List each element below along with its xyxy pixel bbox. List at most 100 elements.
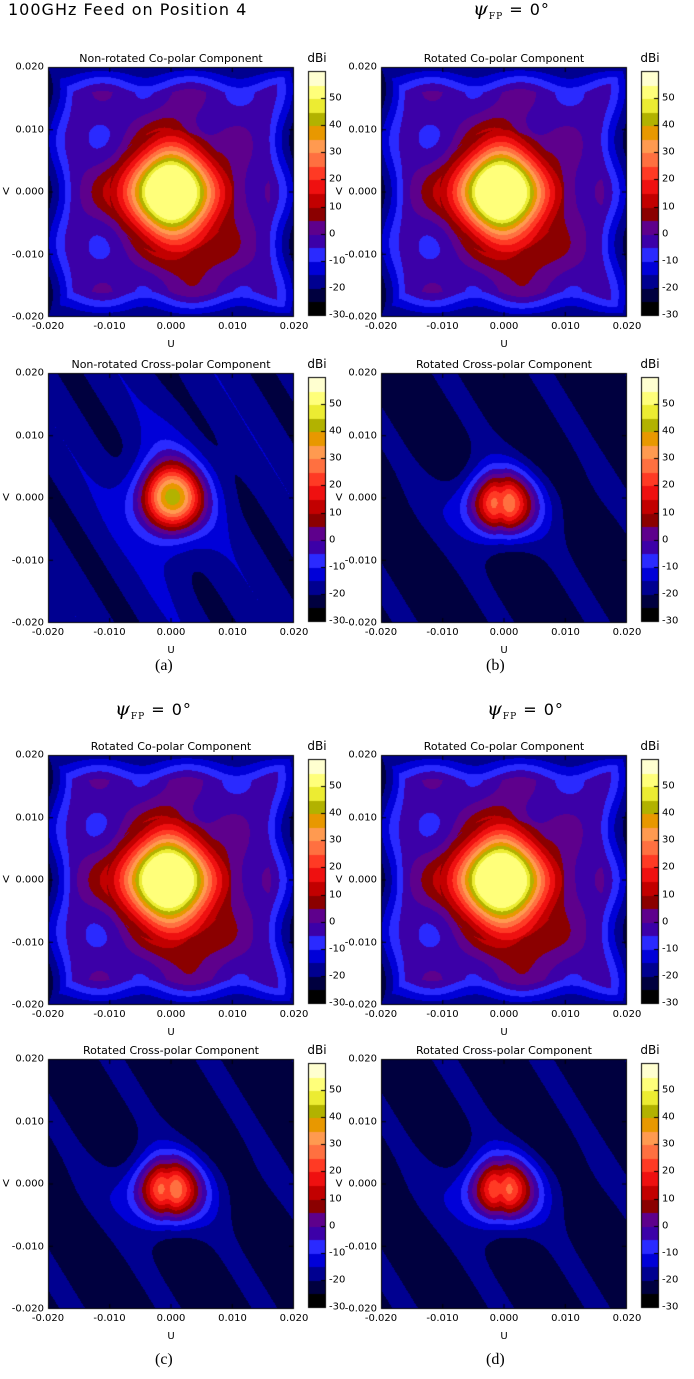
- colorbar-tick-label: 20: [329, 1165, 342, 1177]
- colorbar-tick-label: 50: [662, 1084, 675, 1096]
- y-tick-label: -0.020: [11, 617, 44, 629]
- colorbar-tick-label: 40: [662, 119, 675, 131]
- colorbar-unit-label: dBi: [307, 357, 327, 371]
- colorbar-tick-label: 50: [662, 398, 675, 410]
- x-axis-label: U: [167, 645, 175, 656]
- x-tick-label: 0.020: [279, 1313, 309, 1324]
- y-tick-label: 0.020: [15, 1053, 44, 1065]
- colorbar-tick-label: 30: [662, 834, 675, 846]
- colorbar-tick-label: 40: [662, 1111, 675, 1123]
- colorbar-tick-label: -20: [329, 282, 346, 294]
- colorbar-tick-label: 50: [329, 780, 342, 792]
- plot-title: Rotated Cross-polar Component: [415, 358, 593, 371]
- x-tick-label: 0.010: [551, 1313, 580, 1324]
- colorbar-tick-label: -20: [662, 588, 679, 600]
- x-tick-label: 0.020: [612, 1313, 642, 1324]
- y-tick-label: -0.020: [11, 999, 44, 1011]
- colorbar-tick-label: -30: [329, 1301, 346, 1313]
- y-tick-label: 0.000: [348, 874, 377, 886]
- colorbar-tick-label: 10: [662, 507, 675, 519]
- y-tick-label: 0.020: [348, 749, 377, 761]
- colorbar-tick-label: 50: [329, 398, 342, 410]
- colorbar-tick-label: -10: [662, 561, 679, 573]
- plot-title: Rotated Co-polar Component: [423, 52, 585, 65]
- x-tick-label: -0.010: [426, 627, 459, 638]
- y-tick-label: 0.000: [348, 1178, 377, 1190]
- y-tick-label: 0.020: [15, 749, 44, 761]
- plot-title: Non-rotated Cross-polar Component: [71, 358, 271, 371]
- x-tick-label: 0.020: [279, 1009, 309, 1020]
- y-tick-label: 0.000: [15, 492, 44, 504]
- x-tick-label: 0.000: [156, 1009, 186, 1020]
- colorbar-unit-label: dBi: [640, 51, 660, 65]
- colorbar-tick-label: 30: [662, 146, 675, 158]
- x-tick-label: 0.010: [218, 627, 247, 638]
- y-tick-label: 0.000: [15, 1178, 44, 1190]
- x-tick-label: 0.000: [489, 1009, 519, 1020]
- colorbar-tick-label: 50: [662, 92, 675, 104]
- colorbar-tick-label: 0: [662, 1220, 669, 1232]
- x-tick-label: -0.020: [364, 627, 398, 638]
- plot-title: Non-rotated Co-polar Component: [79, 52, 263, 65]
- x-tick-label: 0.000: [156, 627, 186, 638]
- colorbar-tick-label: 40: [662, 425, 675, 437]
- psi-symbol: ψ: [115, 698, 131, 720]
- colorbar-tick-label: -30: [662, 1301, 679, 1313]
- psi-value: = 0°: [523, 700, 564, 719]
- colorbar-tick-label: 40: [329, 425, 342, 437]
- x-tick-label: -0.020: [31, 321, 65, 332]
- colorbar-tick-label: 30: [329, 834, 342, 846]
- colorbar-tick-label: 10: [662, 1193, 675, 1205]
- y-tick-label: -0.010: [11, 555, 44, 566]
- y-axis-label: V: [2, 874, 10, 886]
- psi-subscript: FP: [502, 712, 518, 722]
- colorbar-tick-label: 20: [329, 861, 342, 873]
- panel-label: (a): [155, 657, 173, 674]
- x-tick-label: 0.010: [551, 627, 580, 638]
- colorbar-tick-label: -30: [662, 997, 679, 1009]
- plot-title: Rotated Cross-polar Component: [415, 1044, 593, 1057]
- y-tick-label: -0.020: [11, 1303, 44, 1315]
- figure-heading: 100GHz Feed on Position 4: [8, 0, 248, 19]
- y-axis-label: V: [335, 1178, 343, 1190]
- panel-label: (b): [486, 657, 505, 674]
- plot-title: Rotated Cross-polar Component: [82, 1044, 260, 1057]
- colorbar-unit-label: dBi: [640, 1043, 660, 1057]
- x-tick-label: -0.010: [426, 1313, 459, 1324]
- colorbar-tick-label: -20: [329, 588, 346, 600]
- y-tick-label: 0.010: [15, 1116, 44, 1127]
- psi-symbol: ψ: [487, 698, 503, 720]
- colorbar-tick-label: 0: [329, 534, 336, 546]
- colorbar-tick-label: -30: [329, 309, 346, 321]
- x-axis-label: U: [500, 1027, 508, 1038]
- colorbar-tick-label: 30: [662, 452, 675, 464]
- y-tick-label: -0.020: [11, 311, 44, 323]
- x-tick-label: -0.020: [31, 1313, 65, 1324]
- colorbar-tick-label: 40: [329, 1111, 342, 1123]
- x-axis-label: U: [167, 339, 175, 350]
- x-tick-label: 0.010: [551, 1009, 580, 1020]
- colorbar-tick-label: 0: [662, 534, 669, 546]
- y-tick-label: -0.010: [344, 1241, 377, 1252]
- y-tick-label: 0.000: [15, 186, 44, 198]
- colorbar-tick-label: -20: [662, 970, 679, 982]
- colorbar-tick-label: -20: [329, 1274, 346, 1286]
- colorbar-tick-label: -10: [329, 943, 346, 955]
- x-tick-label: -0.020: [364, 1009, 398, 1020]
- colorbar-tick-label: 30: [329, 146, 342, 158]
- colorbar-tick-label: 10: [329, 201, 342, 213]
- x-tick-label: 0.020: [279, 627, 309, 638]
- colorbar-tick-label: 0: [329, 916, 336, 928]
- x-tick-label: 0.000: [489, 1313, 519, 1324]
- colorbar-tick-label: 30: [662, 1138, 675, 1150]
- y-tick-label: -0.010: [11, 249, 44, 260]
- colorbar-tick-label: 20: [662, 173, 675, 185]
- x-tick-label: 0.010: [218, 321, 247, 332]
- x-tick-label: -0.010: [426, 1009, 459, 1020]
- y-axis-label: V: [335, 874, 343, 886]
- heading-psi-c: ψFP = 0°: [115, 698, 192, 722]
- y-tick-label: -0.010: [11, 1241, 44, 1252]
- plot-title: Rotated Co-polar Component: [90, 740, 252, 753]
- y-tick-label: -0.010: [344, 555, 377, 566]
- colorbar-tick-label: 10: [329, 507, 342, 519]
